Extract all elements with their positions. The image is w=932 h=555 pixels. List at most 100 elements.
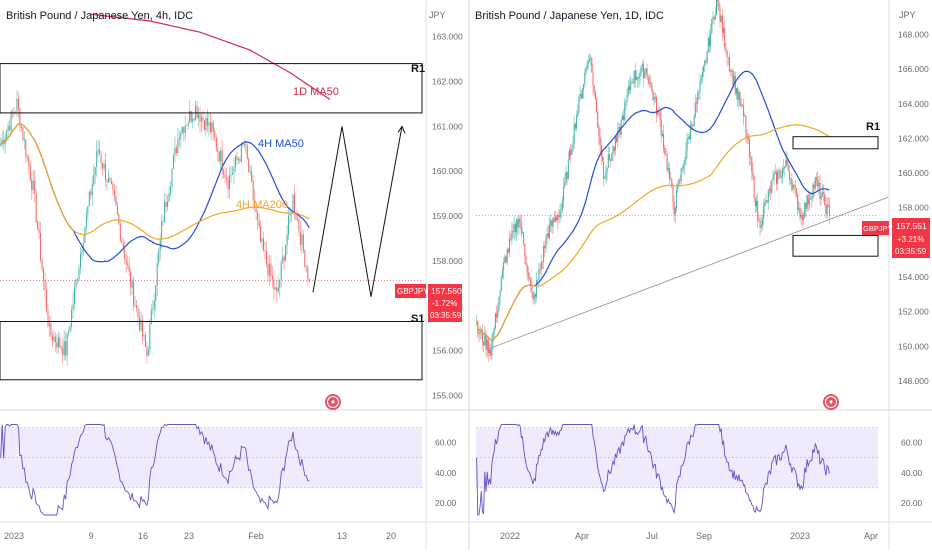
candle-body[interactable] bbox=[161, 221, 163, 239]
candle-body[interactable] bbox=[532, 291, 534, 300]
candle-body[interactable] bbox=[585, 68, 587, 74]
candle-body[interactable] bbox=[118, 214, 120, 224]
candle-body[interactable] bbox=[69, 326, 71, 332]
candle-body[interactable] bbox=[285, 245, 287, 261]
candle-body[interactable] bbox=[297, 218, 298, 221]
candle-body[interactable] bbox=[599, 136, 601, 145]
candle-body[interactable] bbox=[713, 16, 715, 20]
candle-body[interactable] bbox=[249, 171, 251, 173]
candle-body[interactable] bbox=[227, 179, 229, 190]
candle-body[interactable] bbox=[825, 204, 827, 215]
projection-path[interactable] bbox=[312, 126, 403, 297]
candle-body[interactable] bbox=[23, 139, 25, 141]
candle-body[interactable] bbox=[580, 94, 582, 99]
candle-body[interactable] bbox=[696, 102, 697, 104]
candle-body[interactable] bbox=[747, 137, 749, 140]
candle-body[interactable] bbox=[639, 72, 641, 77]
candle-body[interactable] bbox=[734, 76, 736, 94]
candle-body[interactable] bbox=[792, 184, 794, 190]
candle-body[interactable] bbox=[678, 179, 680, 185]
candle-body[interactable] bbox=[663, 133, 665, 149]
candle-body[interactable] bbox=[767, 190, 769, 203]
candle-body[interactable] bbox=[640, 65, 642, 73]
candle-body[interactable] bbox=[630, 82, 632, 91]
candle-body[interactable] bbox=[198, 114, 199, 119]
candle-body[interactable] bbox=[710, 33, 712, 47]
candle-body[interactable] bbox=[794, 185, 796, 189]
candle-body[interactable] bbox=[37, 222, 39, 230]
candle-body[interactable] bbox=[487, 339, 489, 354]
candle-body[interactable] bbox=[779, 170, 781, 178]
candle-body[interactable] bbox=[41, 260, 43, 269]
candle-body[interactable] bbox=[270, 263, 272, 277]
candle-body[interactable] bbox=[209, 122, 211, 132]
candle-body[interactable] bbox=[778, 170, 780, 173]
candle-body[interactable] bbox=[97, 149, 99, 151]
candle-body[interactable] bbox=[130, 271, 132, 288]
candle-body[interactable] bbox=[796, 188, 797, 195]
candle-body[interactable] bbox=[66, 333, 68, 356]
right-main-pane[interactable] bbox=[476, 0, 889, 362]
candle-body[interactable] bbox=[202, 117, 204, 121]
candle-body[interactable] bbox=[308, 279, 310, 281]
candle-body[interactable] bbox=[576, 115, 578, 129]
candle-body[interactable] bbox=[502, 270, 503, 278]
candle-body[interactable] bbox=[498, 297, 500, 310]
candle-body[interactable] bbox=[214, 131, 216, 138]
candle-body[interactable] bbox=[164, 202, 166, 222]
candle-body[interactable] bbox=[763, 206, 765, 220]
candle-body[interactable] bbox=[147, 349, 149, 356]
candle-body[interactable] bbox=[258, 219, 260, 227]
candle-body[interactable] bbox=[697, 93, 699, 104]
candle-body[interactable] bbox=[737, 88, 739, 100]
candle-body[interactable] bbox=[607, 154, 609, 168]
candle-body[interactable] bbox=[245, 144, 247, 146]
candle-body[interactable] bbox=[50, 323, 52, 336]
candle-body[interactable] bbox=[704, 60, 706, 67]
candle-body[interactable] bbox=[753, 176, 755, 198]
candle-body[interactable] bbox=[732, 70, 734, 86]
candle-body[interactable] bbox=[581, 89, 583, 99]
candle-body[interactable] bbox=[549, 225, 550, 238]
candle-body[interactable] bbox=[811, 197, 813, 199]
candle-body[interactable] bbox=[686, 138, 688, 152]
candle-body[interactable] bbox=[22, 127, 24, 140]
candle-body[interactable] bbox=[44, 279, 46, 291]
candle-body[interactable] bbox=[211, 122, 213, 132]
candle-body[interactable] bbox=[505, 256, 507, 263]
candle-body[interactable] bbox=[646, 68, 648, 78]
candle-body[interactable] bbox=[271, 276, 273, 280]
candle-body[interactable] bbox=[596, 99, 597, 112]
candle-body[interactable] bbox=[175, 147, 177, 153]
candle-body[interactable] bbox=[632, 82, 634, 84]
candle-body[interactable] bbox=[560, 209, 562, 210]
candle-body[interactable] bbox=[656, 97, 657, 115]
candle-body[interactable] bbox=[305, 266, 307, 268]
candle-body[interactable] bbox=[719, 9, 721, 22]
candle-body[interactable] bbox=[743, 106, 745, 117]
candle-body[interactable] bbox=[186, 125, 188, 127]
candle-body[interactable] bbox=[784, 166, 786, 169]
candle-body[interactable] bbox=[624, 102, 626, 121]
candle-body[interactable] bbox=[728, 57, 730, 72]
candle-body[interactable] bbox=[724, 28, 726, 47]
candle-body[interactable] bbox=[292, 194, 294, 214]
candle-body[interactable] bbox=[32, 180, 34, 190]
candle-body[interactable] bbox=[776, 171, 777, 184]
candle-body[interactable] bbox=[307, 267, 309, 280]
candle-body[interactable] bbox=[478, 333, 480, 334]
candle-body[interactable] bbox=[248, 158, 250, 172]
candle-body[interactable] bbox=[823, 192, 824, 195]
candle-body[interactable] bbox=[517, 219, 519, 228]
right-price-tag[interactable]: GBPJPY 157.551 +3.21% 03:35:59 bbox=[862, 218, 930, 258]
candle-body[interactable] bbox=[783, 168, 784, 169]
candle-body[interactable] bbox=[59, 337, 61, 347]
candle-body[interactable] bbox=[229, 175, 230, 190]
candle-body[interactable] bbox=[62, 348, 64, 356]
candle-body[interactable] bbox=[641, 64, 643, 66]
candle-body[interactable] bbox=[661, 133, 663, 136]
candle-body[interactable] bbox=[539, 269, 541, 271]
candle-body[interactable] bbox=[573, 123, 575, 144]
candle-body[interactable] bbox=[819, 183, 821, 200]
